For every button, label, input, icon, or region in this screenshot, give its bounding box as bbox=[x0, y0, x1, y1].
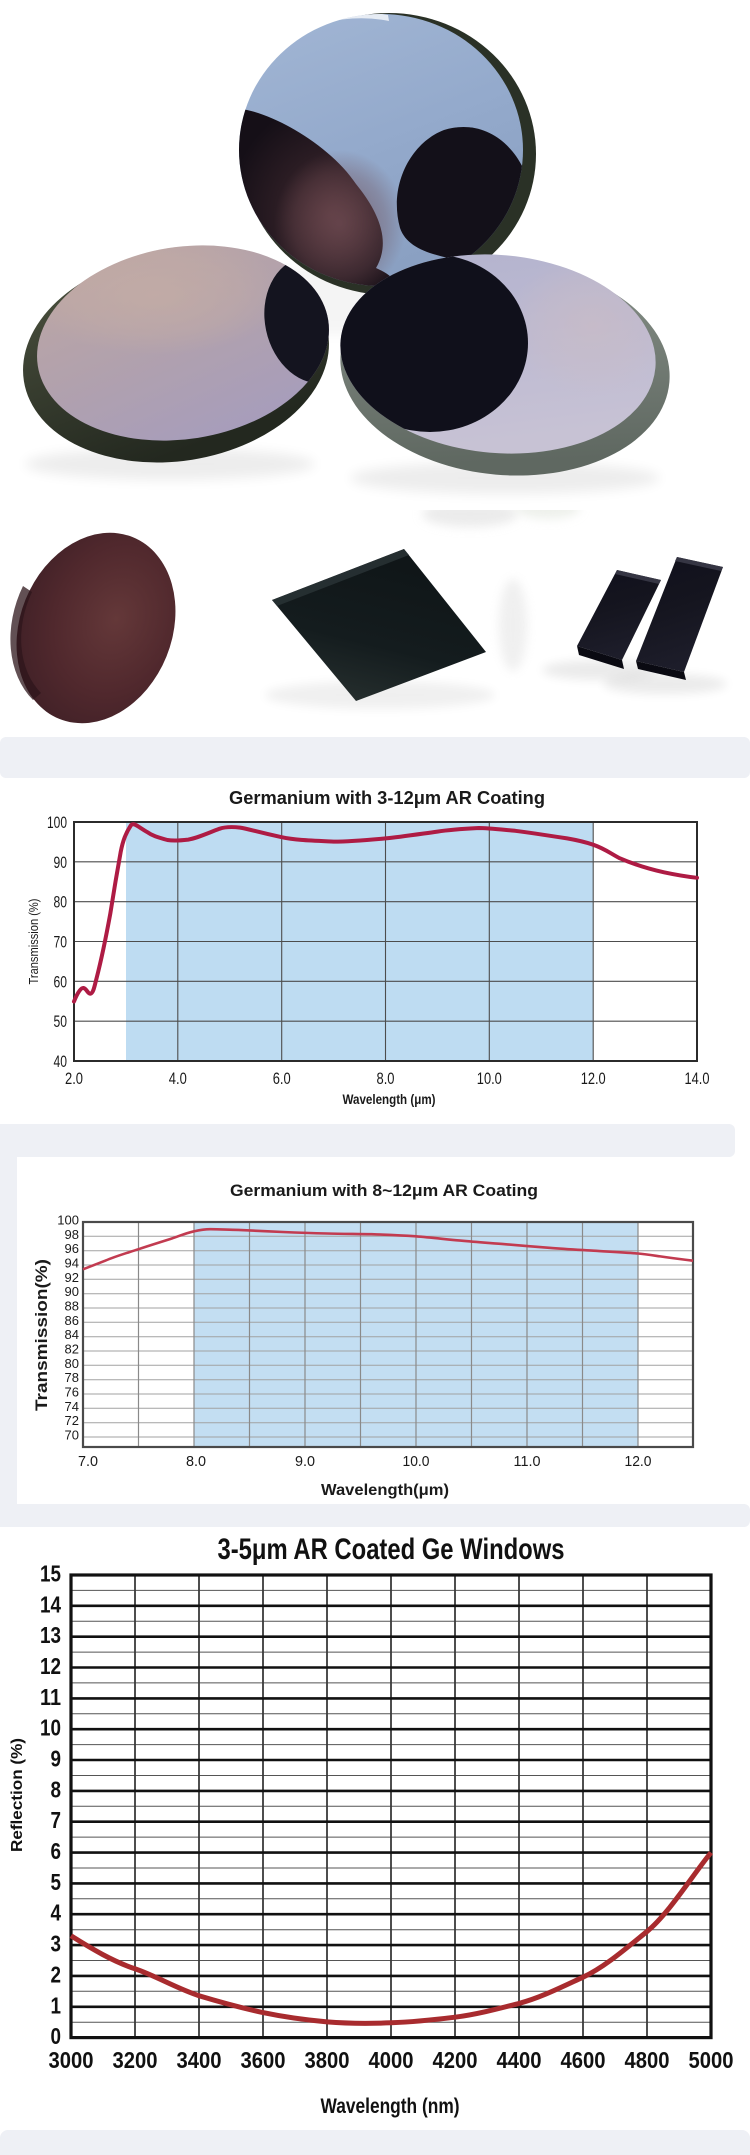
svg-text:1: 1 bbox=[51, 1992, 62, 2018]
svg-text:3: 3 bbox=[51, 1931, 62, 1957]
svg-text:8.0: 8.0 bbox=[377, 1069, 395, 1088]
svg-text:86: 86 bbox=[65, 1313, 79, 1328]
svg-text:Germanium with 8~12μm AR Coati: Germanium with 8~12μm AR Coating bbox=[230, 1182, 538, 1200]
svg-text:72: 72 bbox=[65, 1413, 79, 1428]
svg-text:100: 100 bbox=[47, 813, 67, 832]
svg-text:80: 80 bbox=[54, 893, 68, 912]
svg-text:70: 70 bbox=[65, 1428, 79, 1443]
svg-text:3000: 3000 bbox=[49, 2047, 94, 2073]
svg-text:92: 92 bbox=[65, 1270, 79, 1285]
svg-text:12: 12 bbox=[40, 1653, 61, 1679]
svg-text:80: 80 bbox=[65, 1356, 79, 1371]
svg-text:Transmission (%): Transmission (%) bbox=[27, 899, 41, 985]
svg-text:82: 82 bbox=[65, 1342, 79, 1357]
svg-text:4400: 4400 bbox=[497, 2047, 542, 2073]
svg-text:10.0: 10.0 bbox=[403, 1453, 430, 1470]
svg-text:13: 13 bbox=[40, 1622, 61, 1648]
svg-text:4600: 4600 bbox=[561, 2047, 606, 2073]
svg-text:84: 84 bbox=[65, 1327, 79, 1342]
svg-text:9: 9 bbox=[51, 1746, 62, 1772]
svg-text:94: 94 bbox=[65, 1256, 79, 1271]
svg-text:11: 11 bbox=[40, 1684, 61, 1710]
svg-text:90: 90 bbox=[65, 1284, 79, 1299]
svg-text:3-5μm AR Coated Ge Windows: 3-5μm AR Coated Ge Windows bbox=[218, 1533, 565, 1566]
svg-text:100: 100 bbox=[57, 1213, 79, 1228]
svg-text:15: 15 bbox=[40, 1561, 61, 1587]
svg-text:3200: 3200 bbox=[113, 2047, 158, 2073]
svg-text:4800: 4800 bbox=[625, 2047, 670, 2073]
svg-text:7: 7 bbox=[51, 1807, 62, 1833]
svg-text:76: 76 bbox=[65, 1385, 79, 1400]
svg-text:Wavelength (nm): Wavelength (nm) bbox=[321, 2095, 460, 2118]
svg-text:3800: 3800 bbox=[305, 2047, 350, 2073]
svg-text:96: 96 bbox=[65, 1241, 79, 1256]
svg-text:14.0: 14.0 bbox=[685, 1069, 710, 1088]
svg-text:4: 4 bbox=[51, 1900, 62, 1926]
svg-text:7.0: 7.0 bbox=[78, 1453, 98, 1470]
svg-text:5: 5 bbox=[51, 1869, 62, 1895]
svg-text:Wavelength (μm): Wavelength (μm) bbox=[343, 1091, 436, 1107]
svg-text:4200: 4200 bbox=[433, 2047, 478, 2073]
svg-text:70: 70 bbox=[54, 933, 68, 952]
svg-text:98: 98 bbox=[65, 1227, 79, 1242]
svg-text:Wavelength(μm): Wavelength(μm) bbox=[321, 1482, 449, 1499]
svg-text:Germanium with 3-12μm AR Coati: Germanium with 3-12μm AR Coating bbox=[229, 788, 545, 808]
svg-text:10.0: 10.0 bbox=[477, 1069, 502, 1088]
svg-text:50: 50 bbox=[54, 1012, 68, 1031]
svg-text:Reflection (%): Reflection (%) bbox=[9, 1738, 26, 1852]
svg-text:12.0: 12.0 bbox=[625, 1453, 652, 1470]
svg-text:60: 60 bbox=[54, 972, 68, 991]
svg-text:9.0: 9.0 bbox=[295, 1453, 315, 1470]
svg-text:10: 10 bbox=[40, 1715, 61, 1741]
svg-text:3600: 3600 bbox=[241, 2047, 286, 2073]
svg-text:4.0: 4.0 bbox=[169, 1069, 187, 1088]
svg-text:40: 40 bbox=[54, 1052, 68, 1071]
svg-text:0: 0 bbox=[51, 2023, 62, 2049]
svg-text:14: 14 bbox=[40, 1591, 61, 1617]
svg-text:4000: 4000 bbox=[369, 2047, 414, 2073]
svg-text:90: 90 bbox=[54, 853, 68, 872]
svg-text:78: 78 bbox=[65, 1370, 79, 1385]
svg-text:2.0: 2.0 bbox=[65, 1069, 83, 1088]
svg-text:8: 8 bbox=[51, 1776, 62, 1802]
svg-text:Transmission(%): Transmission(%) bbox=[33, 1259, 51, 1411]
svg-text:6: 6 bbox=[51, 1838, 62, 1864]
svg-text:74: 74 bbox=[65, 1399, 79, 1414]
svg-text:5000: 5000 bbox=[689, 2047, 734, 2073]
svg-text:12.0: 12.0 bbox=[581, 1069, 606, 1088]
svg-text:2: 2 bbox=[51, 1961, 62, 1987]
svg-text:3400: 3400 bbox=[177, 2047, 222, 2073]
svg-text:11.0: 11.0 bbox=[514, 1453, 541, 1470]
svg-text:8.0: 8.0 bbox=[186, 1453, 206, 1470]
svg-text:6.0: 6.0 bbox=[273, 1069, 291, 1088]
svg-text:88: 88 bbox=[65, 1299, 79, 1314]
